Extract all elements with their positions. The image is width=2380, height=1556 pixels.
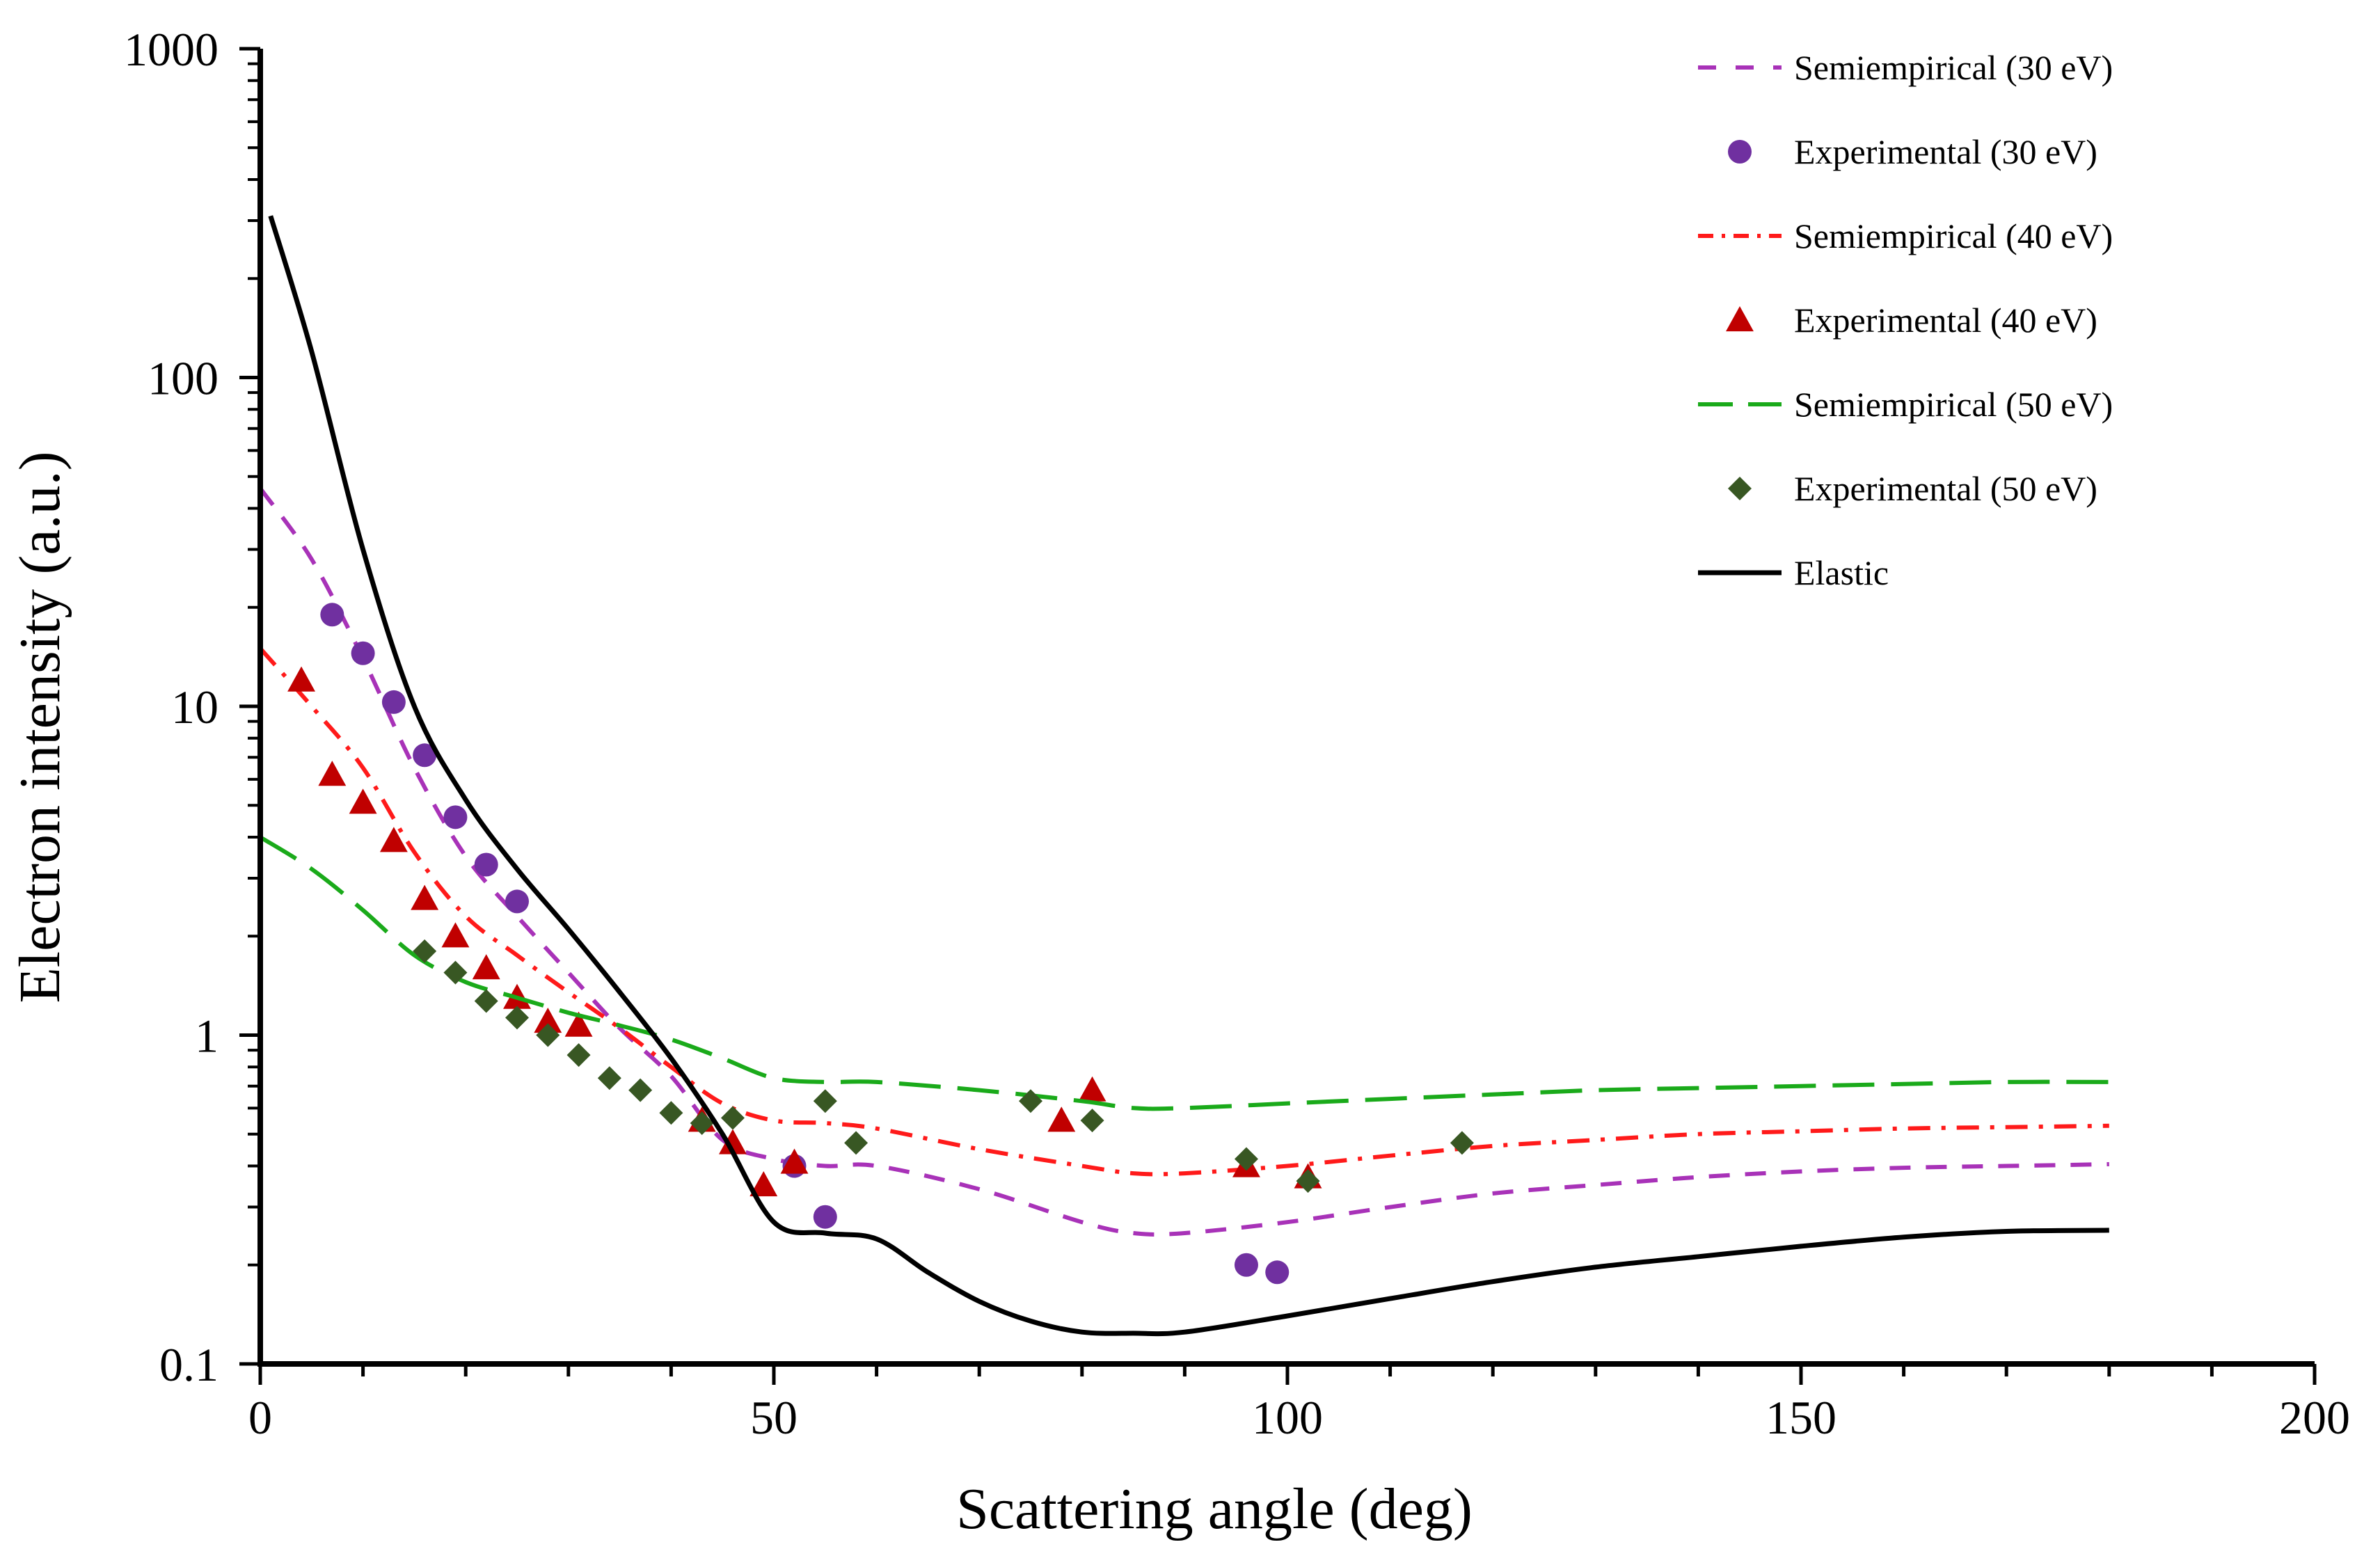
data-point-experimental-40-ev <box>441 922 470 948</box>
data-point-experimental-30-ev <box>1265 1260 1290 1285</box>
legend-marker-experimental-30-ev <box>1728 140 1752 164</box>
data-point-experimental-50-ev <box>628 1078 653 1102</box>
data-point-experimental-50-ev <box>844 1131 868 1155</box>
data-point-experimental-50-ev <box>413 939 437 963</box>
data-point-experimental-40-ev <box>472 954 500 980</box>
y-tick-label: 100 <box>148 352 219 405</box>
series-line-semiempirical-30-ev <box>258 487 2109 1237</box>
legend-item-semiempirical-40-ev: Semiempirical (40 eV) <box>1698 216 2113 255</box>
data-point-experimental-30-ev <box>474 852 498 877</box>
legend-label: Experimental (50 eV) <box>1794 469 2097 508</box>
data-point-experimental-50-ev <box>1234 1147 1258 1171</box>
data-point-experimental-50-ev <box>443 960 468 985</box>
data-point-experimental-50-ev <box>474 989 498 1013</box>
series-semiempirical-40-ev <box>258 646 2109 1177</box>
legend-label: Semiempirical (40 eV) <box>1794 216 2113 255</box>
data-point-experimental-40-ev <box>349 788 377 814</box>
data-point-experimental-40-ev <box>780 1148 809 1174</box>
legend-label: Experimental (40 eV) <box>1794 301 2097 340</box>
series-semiempirical-30-ev <box>258 487 2109 1237</box>
data-point-experimental-50-ev <box>659 1101 683 1125</box>
data-point-experimental-40-ev <box>749 1170 778 1197</box>
data-point-experimental-40-ev <box>534 1007 562 1033</box>
legend-item-elastic: Elastic <box>1698 553 1889 592</box>
data-point-experimental-40-ev <box>1078 1076 1106 1102</box>
data-point-experimental-50-ev <box>690 1111 714 1135</box>
legend-item-experimental-30-ev: Experimental (30 eV) <box>1728 132 2097 171</box>
data-point-experimental-30-ev <box>320 603 344 627</box>
series-line-semiempirical-50-ev <box>259 835 2109 1111</box>
series-experimental-50-ev <box>413 939 1474 1193</box>
y-axis-title: Electron intensity (a.u.) <box>8 451 72 1003</box>
series-line-elastic <box>268 215 2109 1337</box>
data-point-experimental-30-ev <box>813 1205 837 1229</box>
legend-marker-experimental-50-ev <box>1728 477 1752 500</box>
y-tick-label: 10 <box>171 681 219 733</box>
legend-item-experimental-50-ev: Experimental (50 eV) <box>1728 469 2097 508</box>
legend-label: Semiempirical (50 eV) <box>1794 385 2113 424</box>
data-point-experimental-30-ev <box>351 641 375 665</box>
data-point-experimental-50-ev <box>597 1066 621 1090</box>
data-point-experimental-30-ev <box>1234 1253 1258 1277</box>
data-point-experimental-50-ev <box>813 1089 837 1113</box>
data-point-experimental-50-ev <box>1296 1169 1320 1193</box>
data-point-experimental-40-ev <box>287 666 315 692</box>
legend-item-semiempirical-50-ev: Semiempirical (50 eV) <box>1698 385 2113 424</box>
data-point-experimental-40-ev <box>411 884 439 910</box>
series-experimental-30-ev <box>320 603 1290 1285</box>
data-point-experimental-30-ev <box>505 889 529 914</box>
data-point-experimental-50-ev <box>536 1023 560 1047</box>
x-tick-label: 200 <box>2279 1391 2350 1444</box>
y-tick-label: 0.1 <box>159 1338 219 1391</box>
legend-marker-experimental-40-ev <box>1726 306 1754 332</box>
data-point-experimental-40-ev <box>1047 1106 1076 1132</box>
data-point-experimental-30-ev <box>413 743 437 768</box>
legend-item-experimental-40-ev: Experimental (40 eV) <box>1726 301 2097 340</box>
data-point-experimental-40-ev <box>318 761 347 786</box>
series-line-semiempirical-40-ev <box>258 646 2109 1177</box>
x-axis-title: Scattering angle (deg) <box>956 1477 1473 1541</box>
y-tick-label: 1000 <box>124 23 219 76</box>
plot-series <box>258 215 2109 1337</box>
legend-label: Experimental (30 eV) <box>1794 132 2097 171</box>
data-point-experimental-50-ev <box>1450 1131 1474 1155</box>
data-point-experimental-50-ev <box>1019 1089 1042 1113</box>
series-elastic <box>268 215 2109 1337</box>
data-point-experimental-50-ev <box>505 1006 529 1030</box>
data-point-experimental-50-ev <box>720 1106 745 1130</box>
y-tick-label: 1 <box>195 1010 219 1063</box>
data-point-experimental-40-ev <box>719 1129 747 1154</box>
x-tick-label: 50 <box>750 1391 798 1444</box>
x-tick-label: 100 <box>1252 1391 1323 1444</box>
ticks: 0 50 100 150 200 0.1 1 10 100 1000 <box>124 23 2350 1444</box>
legend-item-semiempirical-30-ev: Semiempirical (30 eV) <box>1698 48 2113 87</box>
legend-label: Elastic <box>1794 553 1889 592</box>
x-tick-label: 0 <box>248 1391 272 1444</box>
data-point-experimental-30-ev <box>381 690 406 714</box>
legend-label: Semiempirical (30 eV) <box>1794 48 2113 87</box>
series-semiempirical-50-ev <box>259 835 2109 1111</box>
data-point-experimental-40-ev <box>379 827 408 852</box>
data-point-experimental-50-ev <box>566 1043 591 1067</box>
data-point-experimental-40-ev <box>564 1011 593 1037</box>
legend: Semiempirical (30 eV) Experimental (30 eV… <box>1698 48 2113 592</box>
data-point-experimental-50-ev <box>1080 1109 1104 1133</box>
x-tick-label: 150 <box>1766 1391 1836 1444</box>
data-point-experimental-30-ev <box>443 805 468 829</box>
